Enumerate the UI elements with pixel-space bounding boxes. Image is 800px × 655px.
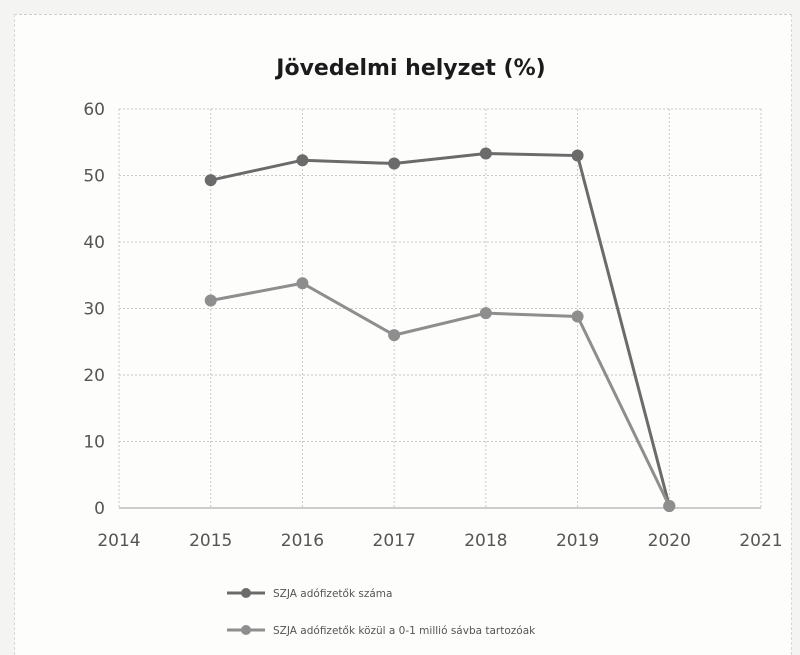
data-point (479, 147, 492, 160)
x-tick-label: 2014 (97, 531, 140, 551)
legend-label: SZJA adófizetők száma (273, 588, 392, 600)
data-point (296, 277, 309, 290)
legend: SZJA adófizetők száma SZJA adófizetők köz… (227, 588, 536, 637)
series-line-2 (210, 281, 671, 507)
y-tick-label: 40 (83, 233, 105, 253)
x-tick-label: 2017 (373, 531, 416, 551)
data-point (571, 149, 584, 162)
data-point (204, 174, 217, 187)
data-point (663, 500, 676, 513)
y-axis-tick-labels: 0 10 20 30 40 50 60 (83, 100, 105, 519)
legend-swatch-marker (241, 588, 251, 598)
line-chart: Jövedelmi helyzet (%) 2014 2015 2016 2017 20… (83, 56, 782, 637)
gridlines (118, 108, 762, 508)
chart-frame: Jövedelmi helyzet (%) 2014 2015 2016 2017 20… (14, 14, 792, 655)
data-point (204, 294, 217, 307)
y-tick-label: 20 (83, 366, 105, 386)
y-tick-label: 60 (83, 100, 105, 120)
series-line-1 (210, 152, 671, 507)
data-point (388, 329, 401, 342)
x-tick-label: 2020 (648, 531, 691, 551)
y-tick-label: 50 (83, 167, 105, 187)
x-tick-label: 2016 (281, 531, 324, 551)
y-tick-label: 30 (83, 300, 105, 320)
series-lines (204, 147, 676, 513)
data-point (479, 307, 492, 320)
x-tick-label: 2018 (464, 531, 507, 551)
legend-label: SZJA adófizetők közül a 0-1 millió sávba… (273, 625, 536, 637)
legend-swatch-marker (241, 625, 251, 635)
y-tick-label: 0 (94, 499, 105, 519)
chart-title: Jövedelmi helyzet (%) (274, 56, 545, 81)
x-tick-label: 2021 (739, 531, 782, 551)
data-point (571, 310, 584, 323)
data-point (296, 154, 309, 167)
x-axis-tick-labels: 2014 2015 2016 2017 2018 2019 2020 2021 (97, 531, 782, 551)
y-tick-label: 10 (83, 433, 105, 453)
data-point (388, 157, 401, 170)
x-tick-label: 2019 (556, 531, 599, 551)
x-tick-label: 2015 (189, 531, 232, 551)
